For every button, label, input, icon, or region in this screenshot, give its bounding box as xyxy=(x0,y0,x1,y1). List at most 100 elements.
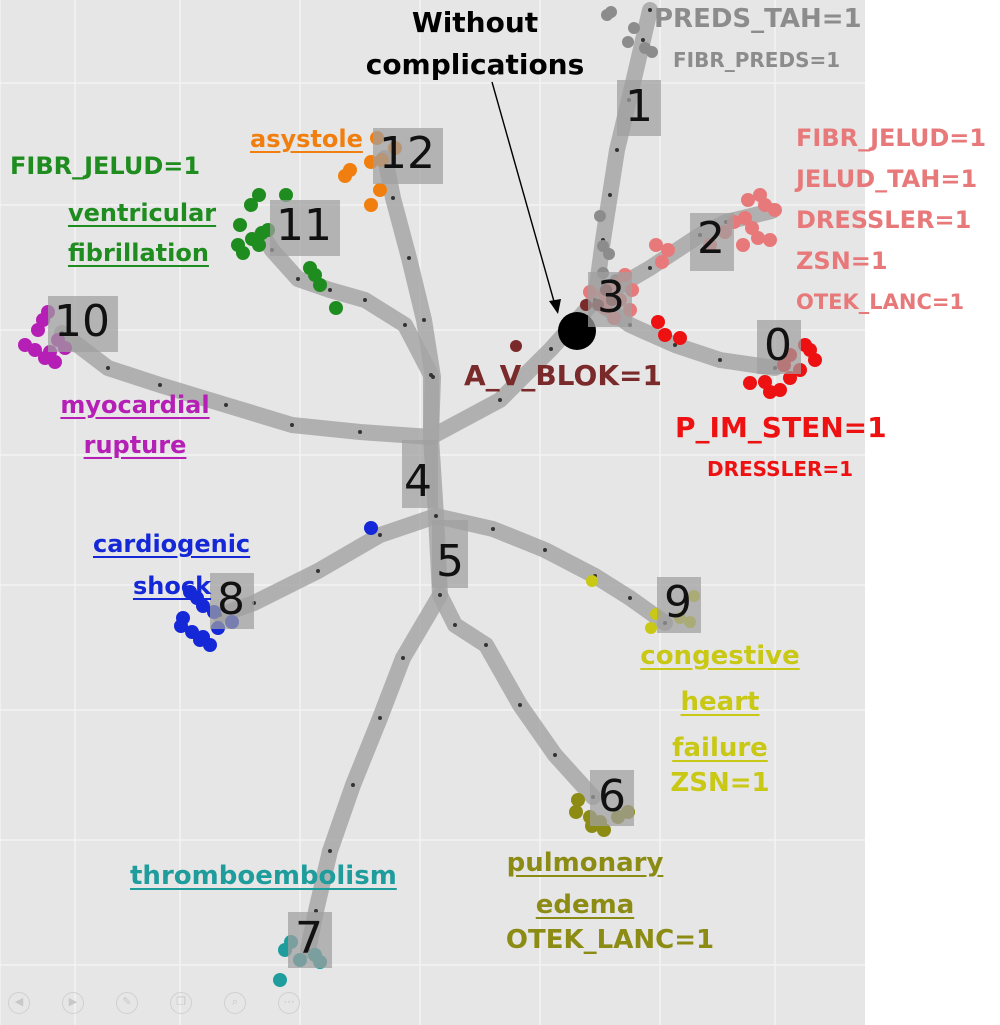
green-point-1 xyxy=(252,188,266,202)
green-point-2 xyxy=(279,188,293,202)
green-point-8 xyxy=(252,238,266,252)
green-point-7 xyxy=(236,246,250,260)
label-heart: heart xyxy=(680,687,760,717)
label-dressler: DRESSLER=1 xyxy=(707,457,854,481)
branch-4-10-dot-5 xyxy=(106,366,110,370)
branch-4-10-dot-3 xyxy=(224,403,228,407)
salmon-point-14 xyxy=(661,243,675,257)
label-fibrillation: fibrillation xyxy=(68,239,209,267)
red-point-4 xyxy=(783,371,797,385)
branch-5-6-dot-1 xyxy=(453,623,457,627)
label-ventricular: ventricular xyxy=(68,199,217,227)
salmon-point-4 xyxy=(738,211,752,225)
branch-5-6 xyxy=(432,587,601,805)
purple-point-4 xyxy=(28,343,42,357)
label-otek-lanc-2: OTEK_LANC=1 xyxy=(796,290,965,314)
branch-5-7-dot-2 xyxy=(378,716,382,720)
node-label-11: 11 xyxy=(276,200,332,251)
salmon-point-13 xyxy=(649,238,663,252)
branch-4-5-dot-2 xyxy=(438,593,442,597)
olive-point-7 xyxy=(597,823,611,837)
label-jelud-tah: JELUD_TAH=1 xyxy=(796,165,978,193)
gray-point-1 xyxy=(601,9,613,21)
green-point-0 xyxy=(244,198,258,212)
label-zsn: ZSN=1 xyxy=(670,768,770,798)
node-label-10: 10 xyxy=(54,296,110,347)
gray-point-2 xyxy=(628,22,640,34)
more-icon[interactable]: ⋯ xyxy=(278,992,300,1014)
blue-point-0 xyxy=(364,521,378,535)
label-fibr-jelud-2: FIBR_JELUD=1 xyxy=(796,124,987,152)
node-box-1 xyxy=(617,80,661,136)
branch-5-9-dot-4 xyxy=(628,596,632,600)
label-congestive-heart-failure: congestive heart failure xyxy=(620,633,820,771)
node-box-0 xyxy=(757,320,801,374)
red-point-8 xyxy=(743,376,757,390)
branch-5-8-dot-1 xyxy=(378,533,382,537)
node-box-11 xyxy=(270,200,340,256)
label-rupture: rupture xyxy=(83,431,187,459)
node-box-7 xyxy=(288,912,332,968)
label-dressler-2: DRESSLER=1 xyxy=(796,206,972,234)
label-congestive: congestive xyxy=(640,641,800,671)
teal-point-0 xyxy=(273,973,287,987)
branch-3-0-dot-2 xyxy=(673,343,677,347)
salmon-point-8 xyxy=(736,238,750,252)
node-label-4: 4 xyxy=(404,456,432,507)
branch-5-7-dot-4 xyxy=(328,849,332,853)
branch-3-1-dot-5 xyxy=(641,38,645,42)
salmon-point-0 xyxy=(741,193,755,207)
back-icon[interactable]: ◀ xyxy=(8,992,30,1014)
forward-icon[interactable]: ▶ xyxy=(62,992,84,1014)
label-node2-list: FIBR_JELUD=1 JELUD_TAH=1 DRESSLER=1 ZSN=… xyxy=(796,118,986,323)
label-myocardial-rupture: myocardial rupture xyxy=(40,385,230,465)
node-box-4 xyxy=(402,440,438,508)
orange-point-5 xyxy=(364,198,378,212)
orange-point-6 xyxy=(373,183,387,197)
node-label-2: 2 xyxy=(697,213,725,264)
zoom-icon[interactable]: ⌕ xyxy=(224,992,246,1014)
red-point-7 xyxy=(758,375,772,389)
node-label-7: 7 xyxy=(295,913,323,964)
label-without-line: Without xyxy=(411,6,539,39)
label-thromboembolism: thromboembolism xyxy=(130,861,397,891)
red-point-11 xyxy=(651,315,665,329)
label-shock: shock xyxy=(133,572,212,600)
branch-4-11-dot-3 xyxy=(363,298,367,302)
green-point-3 xyxy=(233,218,247,232)
label-fibr-jelud: FIBR_JELUD=1 xyxy=(10,152,201,180)
label-failure: failure xyxy=(672,733,768,763)
node-label-3: 3 xyxy=(597,272,625,323)
green-point-12 xyxy=(313,278,327,292)
node-label-9: 9 xyxy=(664,577,692,628)
node-box-12 xyxy=(373,128,443,184)
yellow-point-2 xyxy=(645,622,657,634)
salmon-point-12 xyxy=(655,255,669,269)
salmon-point-7 xyxy=(763,233,777,247)
pen-icon[interactable]: ✎ xyxy=(116,992,138,1014)
branch-5-6-dot-3 xyxy=(518,703,522,707)
branch-3-1-dot-6 xyxy=(648,8,652,12)
gray-point-6 xyxy=(594,210,606,222)
node-label-8: 8 xyxy=(217,574,245,625)
blue-point-10 xyxy=(193,633,207,647)
node-box-10 xyxy=(48,296,118,352)
branch-3-1-dot-3 xyxy=(615,148,619,152)
branch-4-11-dot-2 xyxy=(403,323,407,327)
copy-icon[interactable]: ❐ xyxy=(170,992,192,1014)
branch-3-1-dot-2 xyxy=(608,193,612,197)
gray-point-3 xyxy=(622,36,634,48)
salmon-point-3 xyxy=(768,203,782,217)
node-label-0: 0 xyxy=(764,320,792,371)
yellow-point-0 xyxy=(586,575,598,587)
branch-3-0-dot-3 xyxy=(718,358,722,362)
purple-point-2 xyxy=(31,323,45,337)
branch-5-6-dot-4 xyxy=(553,753,557,757)
branch-4-10-dot-4 xyxy=(158,383,162,387)
branch-4-11-dot-5 xyxy=(296,277,300,281)
label-preds-tah: PREDS_TAH=1 xyxy=(654,4,862,34)
olive-point-1 xyxy=(569,805,583,819)
branch-5-9 xyxy=(428,508,673,631)
branch-4-12-dot-3 xyxy=(407,256,411,260)
green-point-13 xyxy=(329,301,343,315)
